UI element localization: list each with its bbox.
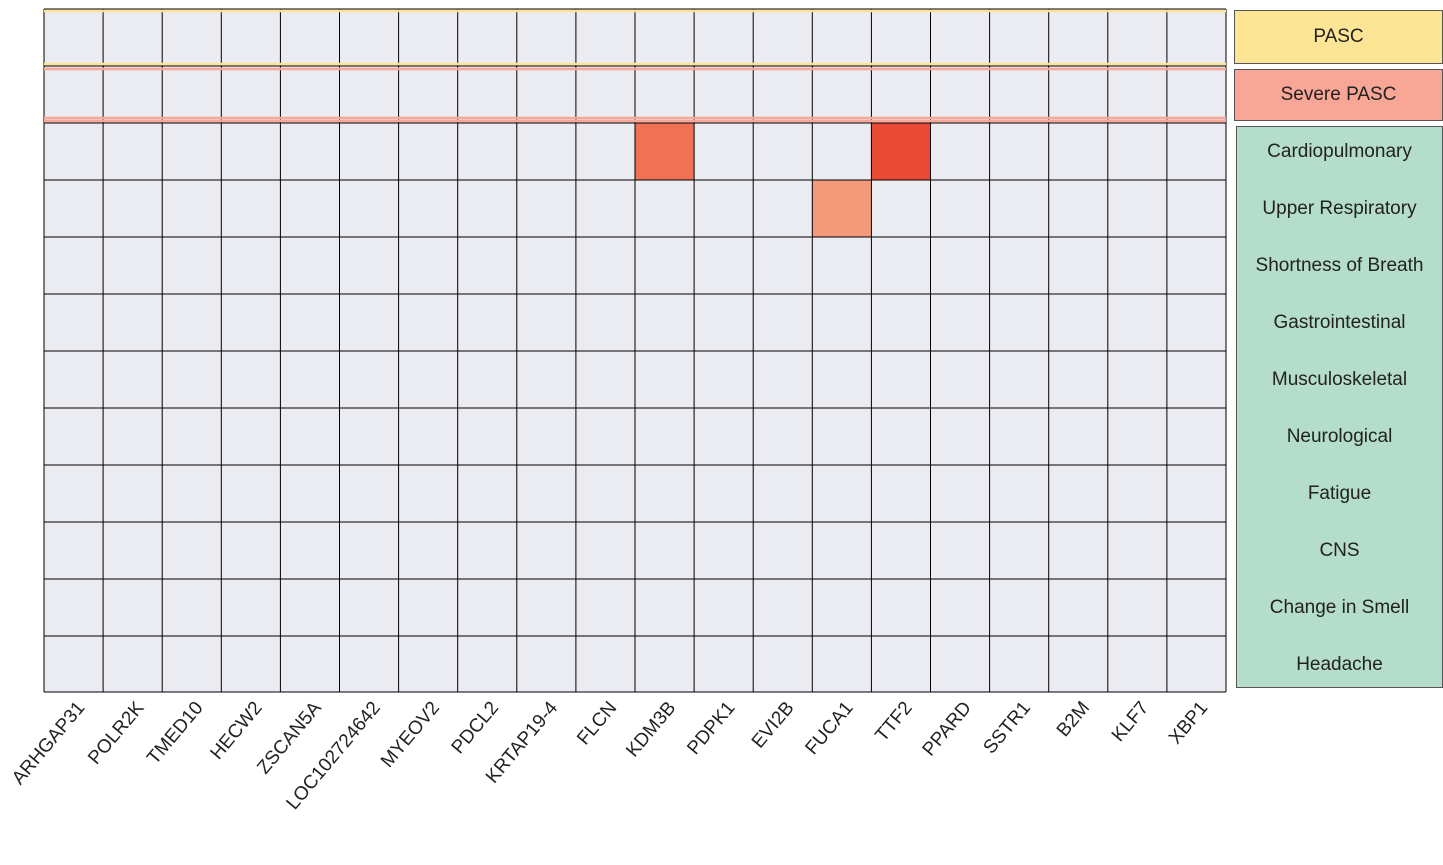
gene-label-sstr1: SSTR1 <box>980 698 1035 758</box>
row-label-upper-respiratory: Upper Respiratory <box>1262 198 1417 219</box>
row-label-severe-pasc: Severe PASC <box>1234 69 1443 121</box>
gene-label-pdpk1: PDPK1 <box>683 698 739 759</box>
gene-label-ttf2: TTF2 <box>872 698 917 746</box>
gene-label-flcn: FLCN <box>573 698 621 750</box>
gene-label-evi2b: EVI2B <box>748 698 799 753</box>
gene-label-b2m: B2M <box>1053 698 1094 741</box>
cell-cardiopulmonary-kdm3b <box>635 123 695 180</box>
gene-label-xbp1: XBP1 <box>1165 698 1212 749</box>
row-label-fatigue: Fatigue <box>1307 483 1372 504</box>
row-label-cardiopulmonary: Cardiopulmonary <box>1267 141 1412 162</box>
row-label-change-in-smell: Change in Smell <box>1269 597 1410 618</box>
cell-cardiopulmonary-ttf2 <box>871 123 931 180</box>
row-label-headache: Headache <box>1296 654 1383 675</box>
row-label-musculoskeletal: Musculoskeletal <box>1271 369 1408 390</box>
gene-label-fuca1: FUCA1 <box>802 698 858 759</box>
row-label-cns: CNS <box>1319 540 1360 561</box>
gene-label-arhgap31: ARHGAP31 <box>8 698 89 789</box>
gene-label-myeov2: MYEOV2 <box>377 698 444 772</box>
gene-label-kdm3b: KDM3B <box>622 698 680 762</box>
row-label-neurological: Neurological <box>1286 426 1393 447</box>
row-label-pasc: PASC <box>1234 10 1443 64</box>
row-label-shortness-of-breath: Shortness of Breath <box>1255 255 1424 276</box>
gene-label-klf7: KLF7 <box>1108 698 1153 746</box>
gene-label-polr2k: POLR2K <box>84 697 148 768</box>
gene-label-tmed10: TMED10 <box>143 698 207 769</box>
gene-label-ppard: PPARD <box>919 698 976 761</box>
gene-label-hecw2: HECW2 <box>206 698 266 764</box>
cell-upper-respiratory-fuca1 <box>812 180 872 237</box>
row-label-gastrointestinal: Gastrointestinal <box>1273 312 1406 333</box>
symptom-label-panel <box>1236 126 1443 688</box>
gene-label-pdcl2: PDCL2 <box>448 698 503 758</box>
